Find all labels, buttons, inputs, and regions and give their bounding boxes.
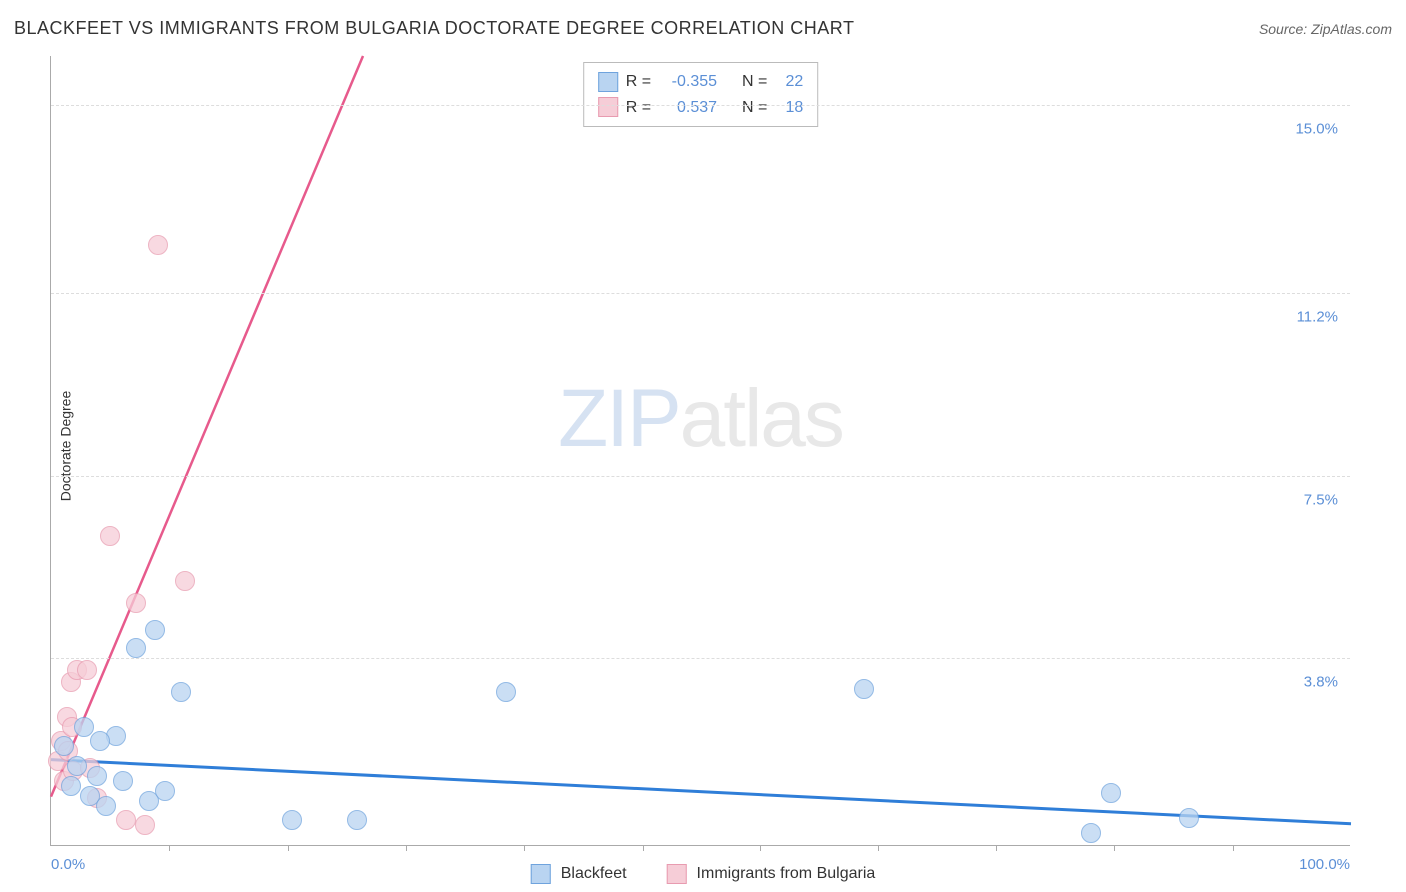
- data-point: [1081, 823, 1101, 843]
- data-point: [155, 781, 175, 801]
- data-point: [90, 731, 110, 751]
- trend-line: [176, 56, 363, 500]
- data-point: [1101, 783, 1121, 803]
- correlation-box: R = -0.355 N = 22 R = 0.537 N = 18: [583, 62, 819, 127]
- chart-title: BLACKFEET VS IMMIGRANTS FROM BULGARIA DO…: [14, 18, 854, 39]
- data-point: [282, 810, 302, 830]
- y-tick-label: 7.5%: [1304, 491, 1338, 508]
- swatch-series-2: [598, 97, 618, 117]
- correlation-row-1: R = -0.355 N = 22: [598, 69, 804, 95]
- data-point: [126, 593, 146, 613]
- correlation-row-2: R = 0.537 N = 18: [598, 95, 804, 121]
- trend-line: [51, 760, 1351, 824]
- x-tick: [996, 845, 997, 851]
- x-tick: [169, 845, 170, 851]
- x-tick: [406, 845, 407, 851]
- data-point: [113, 771, 133, 791]
- data-point: [67, 756, 87, 776]
- gridline: [51, 658, 1350, 659]
- n-value-1: 22: [775, 69, 803, 95]
- trend-lines-layer: [51, 56, 1351, 846]
- n-value-2: 18: [775, 95, 803, 121]
- gridline: [51, 476, 1350, 477]
- source-name: ZipAtlas.com: [1311, 21, 1392, 37]
- data-point: [148, 235, 168, 255]
- y-tick-label: 3.8%: [1304, 674, 1338, 691]
- data-point: [135, 815, 155, 835]
- data-point: [175, 571, 195, 591]
- watermark-zip: ZIP: [558, 373, 680, 464]
- source-prefix: Source:: [1259, 21, 1311, 37]
- x-tick: [1233, 845, 1234, 851]
- r-value-1: -0.355: [659, 69, 717, 95]
- data-point: [74, 717, 94, 737]
- bottom-legend: Blackfeet Immigrants from Bulgaria: [531, 864, 876, 884]
- data-point: [126, 638, 146, 658]
- data-point: [854, 679, 874, 699]
- n-label-1: N =: [742, 69, 767, 95]
- x-tick: [1114, 845, 1115, 851]
- x-tick: [288, 845, 289, 851]
- watermark: ZIPatlas: [558, 372, 843, 466]
- gridline: [51, 293, 1350, 294]
- data-point: [347, 810, 367, 830]
- legend-item-2: Immigrants from Bulgaria: [667, 864, 876, 884]
- gridline: [51, 105, 1350, 106]
- r-label-2: R =: [626, 95, 651, 121]
- data-point: [116, 810, 136, 830]
- n-label-2: N =: [742, 95, 767, 121]
- x-tick-label: 0.0%: [51, 856, 85, 873]
- watermark-atlas: atlas: [680, 373, 843, 464]
- x-tick: [643, 845, 644, 851]
- legend-swatch-2: [667, 864, 687, 884]
- r-label-1: R =: [626, 69, 651, 95]
- source-attribution: Source: ZipAtlas.com: [1259, 21, 1392, 37]
- swatch-series-1: [598, 72, 618, 92]
- legend-item-1: Blackfeet: [531, 864, 627, 884]
- legend-label-2: Immigrants from Bulgaria: [697, 865, 876, 883]
- data-point: [87, 766, 107, 786]
- x-tick: [524, 845, 525, 851]
- legend-swatch-1: [531, 864, 551, 884]
- trend-line: [51, 56, 363, 797]
- x-tick-label: 100.0%: [1299, 856, 1350, 873]
- data-point: [96, 796, 116, 816]
- r-value-2: 0.537: [659, 95, 717, 121]
- data-point: [1179, 808, 1199, 828]
- legend-label-1: Blackfeet: [561, 865, 627, 883]
- data-point: [54, 736, 74, 756]
- x-tick: [760, 845, 761, 851]
- chart-header: BLACKFEET VS IMMIGRANTS FROM BULGARIA DO…: [14, 18, 1392, 39]
- plot-area: ZIPatlas R = -0.355 N = 22 R = 0.537 N =…: [50, 56, 1350, 846]
- data-point: [496, 682, 516, 702]
- data-point: [77, 660, 97, 680]
- data-point: [145, 620, 165, 640]
- data-point: [100, 526, 120, 546]
- y-tick-label: 15.0%: [1295, 121, 1338, 138]
- x-tick: [878, 845, 879, 851]
- y-tick-label: 11.2%: [1297, 309, 1338, 326]
- data-point: [61, 776, 81, 796]
- data-point: [171, 682, 191, 702]
